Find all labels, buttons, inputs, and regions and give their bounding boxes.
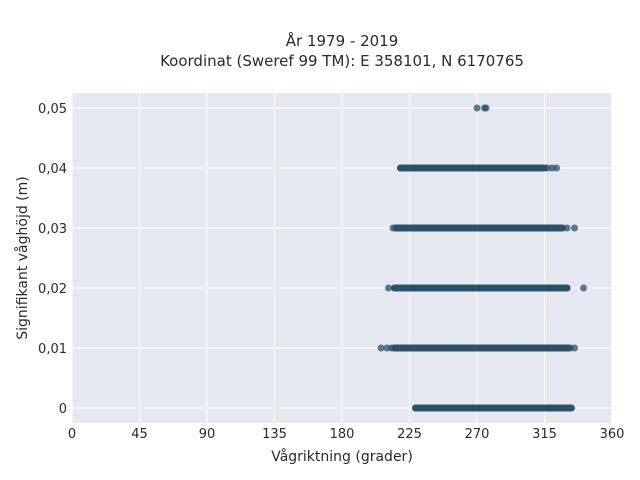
x-axis-ticks: 0 45 90 135 180 225 270 315 360	[68, 427, 625, 442]
data-point	[571, 224, 578, 232]
chart-title-line-1: År 1979 - 2019	[286, 31, 399, 50]
data-bands	[391, 164, 575, 412]
y-axis-label: Signifikant våghöjd (m)	[14, 176, 31, 339]
x-tick-label: 360	[600, 427, 625, 442]
data-point	[580, 284, 587, 292]
y-axis-ticks: 0 0,01 0,02 0,03 0,04 0,05	[38, 102, 67, 417]
data-point	[473, 104, 481, 112]
x-tick-label: 0	[68, 427, 76, 442]
x-axis-label: Vågriktning (grader)	[271, 448, 413, 465]
data-points	[377, 104, 587, 352]
x-tick-label: 180	[330, 427, 355, 442]
x-tick-label: 90	[199, 427, 216, 442]
data-point	[482, 104, 490, 112]
data-point	[571, 344, 578, 352]
data-point	[388, 344, 395, 352]
y-tick-label: 0	[59, 402, 67, 417]
x-tick-label: 45	[131, 427, 148, 442]
x-tick-label: 270	[465, 427, 490, 442]
data-point	[389, 224, 397, 232]
data-point	[398, 164, 406, 172]
data-point	[563, 344, 571, 352]
data-point	[385, 284, 392, 292]
y-tick-label: 0,01	[38, 342, 67, 357]
y-tick-label: 0,05	[38, 102, 67, 117]
chart-title-line-2: Koordinat (Sweref 99 TM): E 358101, N 61…	[160, 52, 524, 70]
data-point	[563, 284, 571, 292]
data-point	[557, 224, 565, 232]
y-tick-label: 0,02	[38, 282, 67, 297]
data-point	[563, 224, 571, 232]
y-tick-label: 0,04	[38, 162, 67, 177]
x-tick-label: 135	[262, 427, 287, 442]
y-tick-label: 0,03	[38, 222, 67, 237]
x-tick-label: 225	[397, 427, 422, 442]
data-point	[565, 404, 573, 412]
x-tick-label: 315	[532, 427, 557, 442]
data-point	[377, 344, 385, 352]
data-point	[553, 164, 560, 172]
